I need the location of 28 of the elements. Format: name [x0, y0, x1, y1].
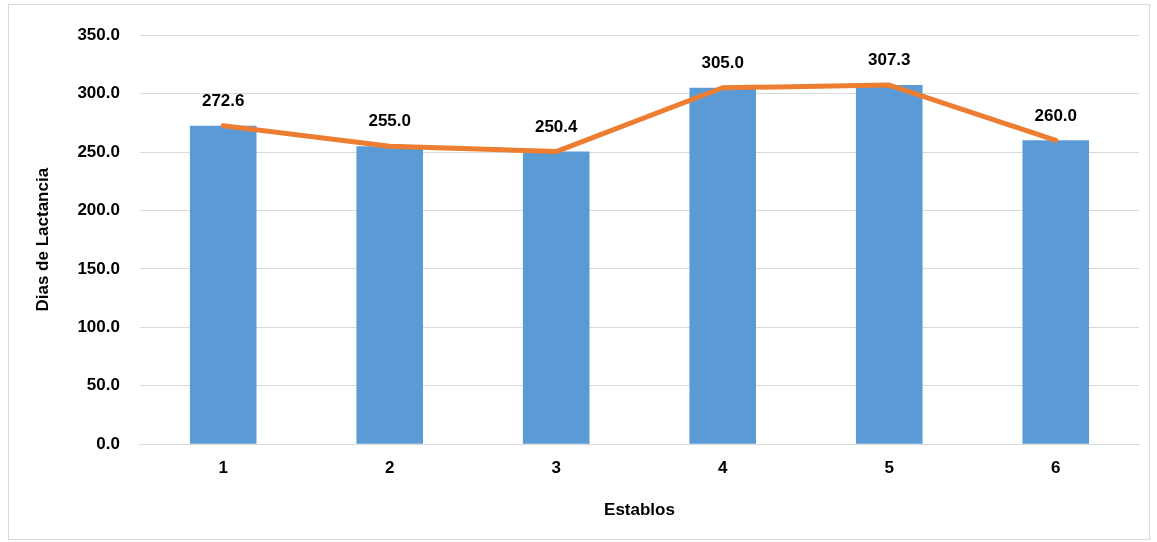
y-tick-label: 100.0 [77, 317, 120, 337]
bar [855, 85, 923, 444]
y-tick-label: 0.0 [96, 433, 120, 453]
x-tick-label: 5 [884, 458, 894, 478]
bar [189, 125, 257, 444]
data-label: 255.0 [368, 111, 411, 131]
x-tick-label: 1 [218, 458, 228, 478]
data-label: 260.0 [1034, 105, 1078, 125]
bar [1022, 140, 1090, 444]
x-tick-label: 6 [1051, 458, 1061, 478]
bar [689, 87, 757, 444]
x-tick-label: 2 [384, 458, 395, 478]
x-tick-label: 4 [717, 458, 728, 478]
y-tick-label: 350.0 [77, 24, 120, 44]
y-tick-label: 250.0 [77, 141, 120, 161]
data-label: 250.4 [534, 116, 579, 136]
y-tick-label: 200.0 [77, 200, 120, 220]
data-label: 272.6 [201, 90, 245, 110]
y-tick-label: 150.0 [77, 258, 120, 278]
bar [356, 146, 424, 444]
data-label: 307.3 [867, 50, 911, 70]
bar [522, 151, 590, 444]
x-axis-title: Establos [604, 500, 675, 520]
y-axis-title: Dias de Lactancia [32, 167, 52, 312]
x-tick-label: 3 [551, 458, 561, 478]
data-label: 305.0 [701, 52, 744, 72]
y-tick-label: 50.0 [86, 375, 120, 395]
y-tick-label: 300.0 [77, 83, 120, 103]
